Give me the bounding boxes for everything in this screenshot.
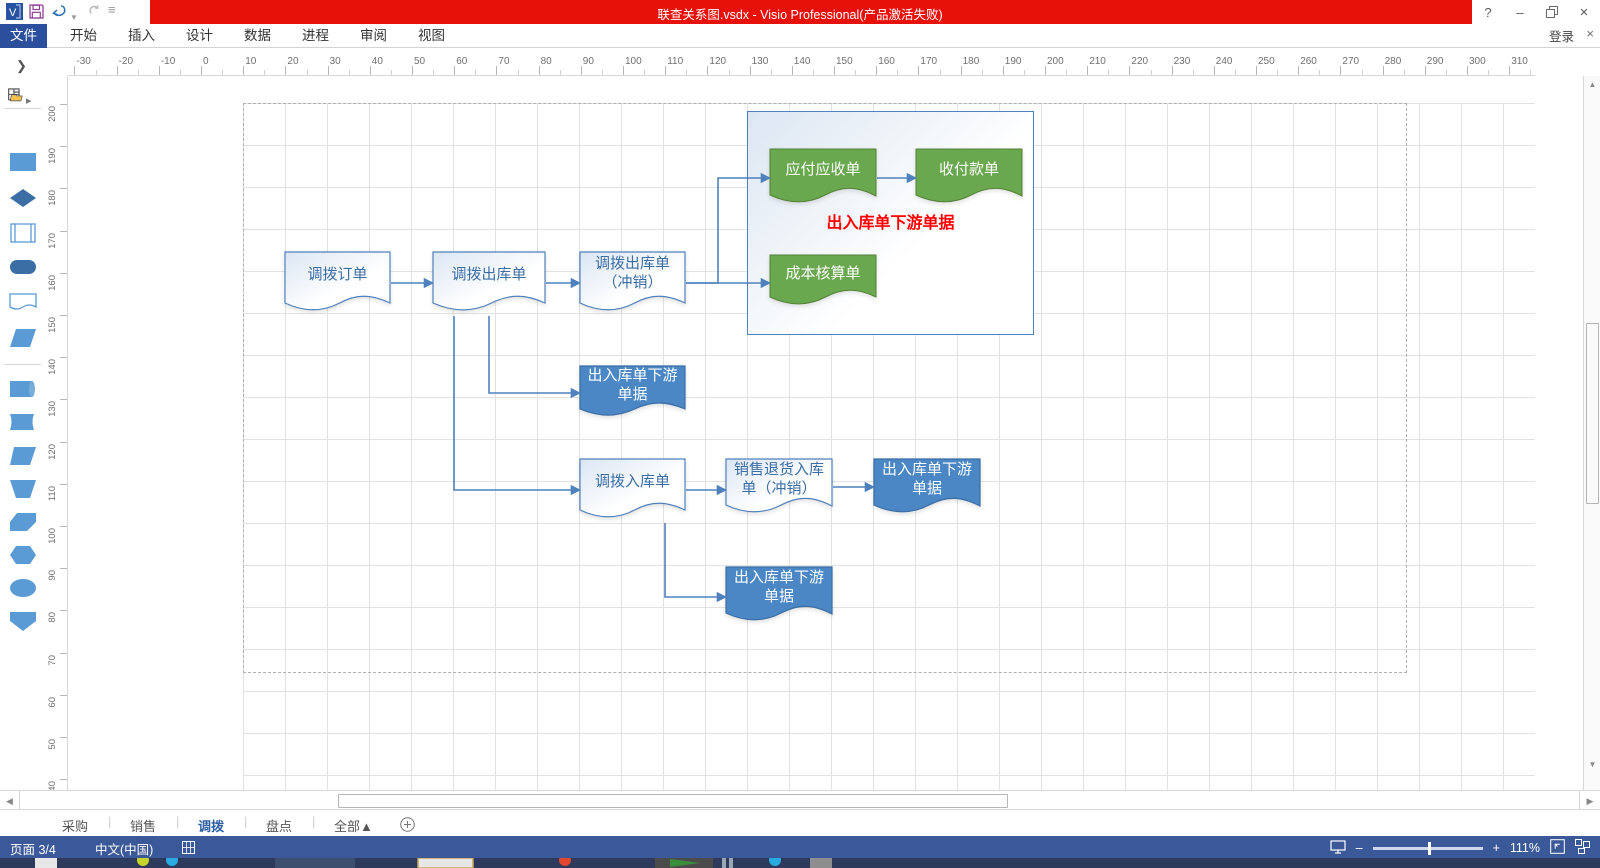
svg-text:V: V <box>9 7 17 19</box>
